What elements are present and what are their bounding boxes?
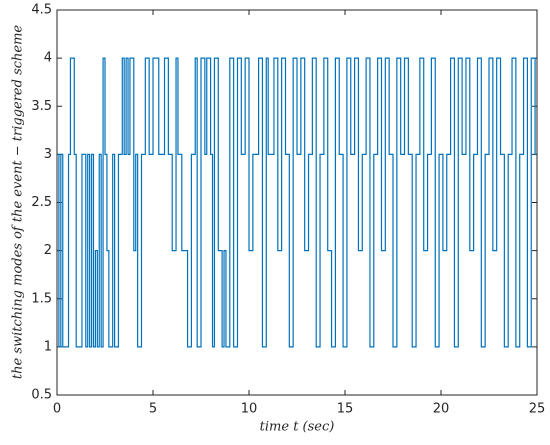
x-axis-label: time t (sec) xyxy=(260,420,335,435)
axes-box xyxy=(56,9,538,396)
x-tick-label: 25 xyxy=(529,402,546,417)
y-tick-label: 0.5 xyxy=(31,388,52,403)
y-tick-label: 1 xyxy=(44,339,52,354)
y-tick-label: 3.5 xyxy=(31,99,52,114)
x-tick-label: 20 xyxy=(433,402,450,417)
x-tick-label: 0 xyxy=(53,402,61,417)
y-tick-label: 3 xyxy=(44,147,52,162)
x-tick-label: 15 xyxy=(337,402,354,417)
y-tick-label: 1.5 xyxy=(31,291,52,306)
y-tick-label: 4 xyxy=(44,51,52,66)
y-tick-label: 2 xyxy=(44,243,52,258)
x-tick-label: 5 xyxy=(149,402,157,417)
y-tick-label: 2.5 xyxy=(31,195,52,210)
series-line xyxy=(57,57,537,348)
x-tick-label: 10 xyxy=(241,402,258,417)
y-axis-label: the switching modes of the event − trigg… xyxy=(11,25,26,380)
y-tick-label: 4.5 xyxy=(31,3,52,18)
